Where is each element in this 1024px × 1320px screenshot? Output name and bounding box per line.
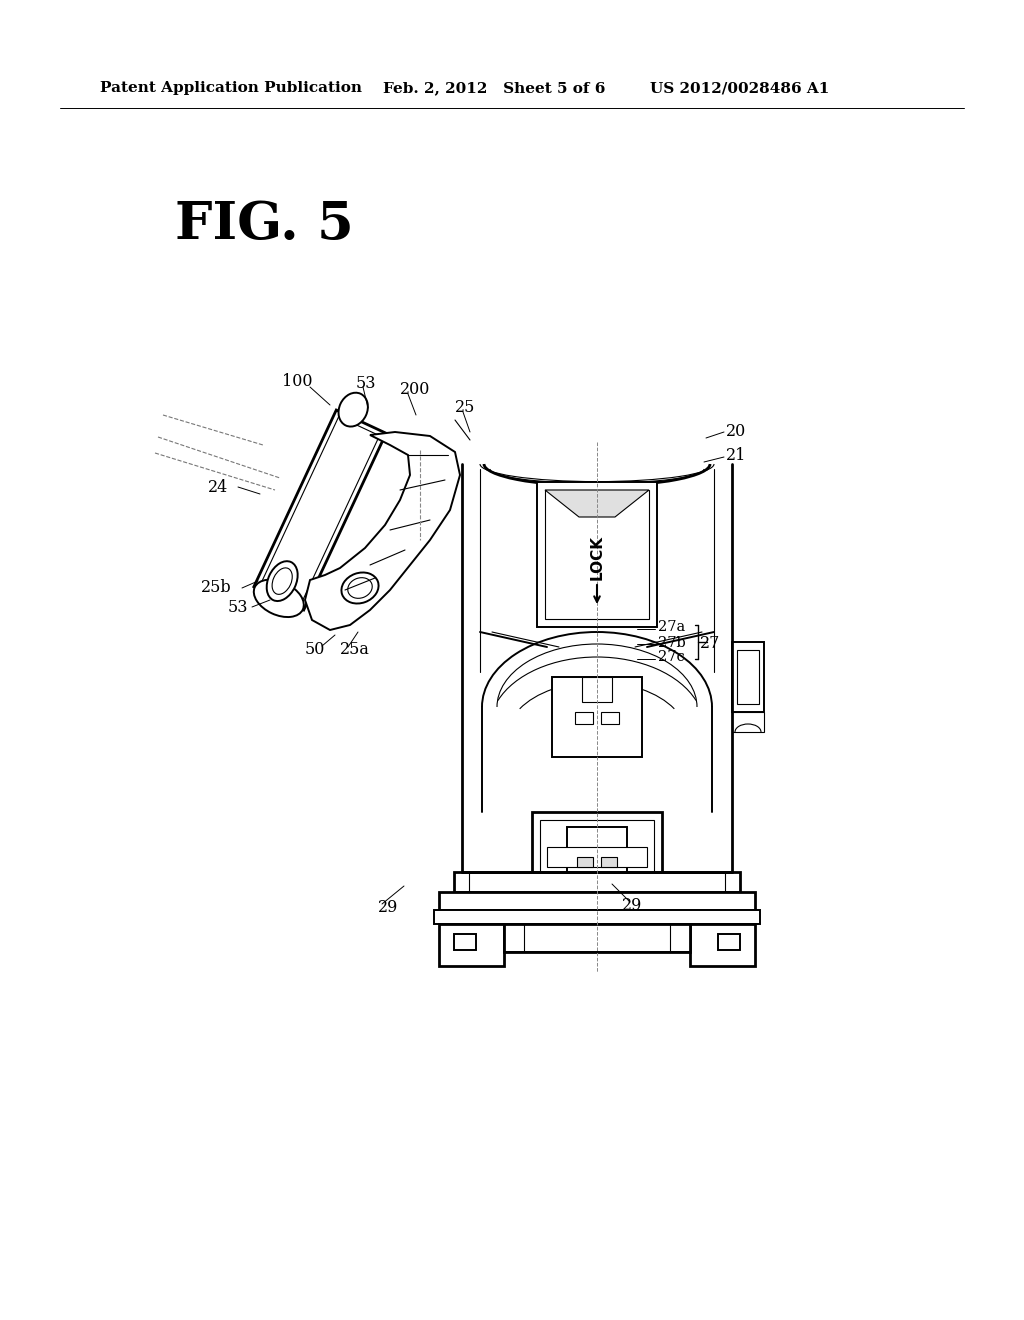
Text: Patent Application Publication: Patent Application Publication	[100, 81, 362, 95]
Text: 25: 25	[455, 400, 475, 417]
Bar	[454, 873, 740, 892]
Text: 100: 100	[282, 374, 312, 391]
Bar	[737, 649, 759, 704]
Bar	[439, 924, 504, 966]
Bar	[575, 711, 593, 723]
Bar	[532, 812, 662, 912]
Ellipse shape	[348, 578, 373, 598]
Text: 29: 29	[378, 899, 398, 916]
Bar	[732, 711, 764, 733]
Bar	[690, 924, 755, 966]
Polygon shape	[254, 411, 386, 610]
Bar	[732, 642, 764, 711]
Ellipse shape	[341, 573, 379, 603]
Text: 27c: 27c	[658, 649, 685, 664]
Bar	[434, 909, 760, 924]
Bar	[540, 820, 654, 904]
Bar	[439, 892, 755, 909]
Text: Feb. 2, 2012   Sheet 5 of 6: Feb. 2, 2012 Sheet 5 of 6	[383, 81, 605, 95]
Bar	[552, 677, 642, 756]
Bar	[601, 711, 618, 723]
Text: 53: 53	[356, 375, 377, 392]
Bar	[504, 924, 690, 952]
Text: 53: 53	[227, 598, 248, 615]
Text: 200: 200	[400, 381, 430, 399]
Bar	[601, 857, 617, 867]
Text: 25b: 25b	[202, 579, 232, 597]
Text: LOCK: LOCK	[590, 535, 604, 579]
Bar	[567, 828, 627, 892]
Bar	[537, 482, 657, 627]
Ellipse shape	[272, 568, 292, 594]
Bar	[587, 876, 607, 887]
Text: 27b: 27b	[658, 636, 686, 649]
Bar	[718, 935, 740, 950]
Text: 21: 21	[726, 447, 746, 465]
Bar	[545, 490, 649, 619]
Ellipse shape	[266, 561, 298, 601]
Text: 27: 27	[700, 635, 720, 652]
Text: 24: 24	[208, 479, 228, 495]
Bar	[547, 847, 647, 867]
Bar	[582, 677, 612, 702]
Text: 27a: 27a	[658, 620, 685, 634]
Text: 50: 50	[304, 642, 325, 659]
Text: 29: 29	[622, 898, 642, 915]
Bar	[454, 935, 476, 950]
Text: FIG. 5: FIG. 5	[175, 199, 353, 251]
Ellipse shape	[254, 579, 304, 616]
Polygon shape	[305, 432, 460, 630]
Ellipse shape	[339, 393, 368, 426]
Text: US 2012/0028486 A1: US 2012/0028486 A1	[650, 81, 829, 95]
Polygon shape	[545, 490, 649, 517]
Text: 25a: 25a	[340, 642, 370, 659]
Text: 20: 20	[726, 424, 746, 441]
Bar	[577, 857, 593, 867]
